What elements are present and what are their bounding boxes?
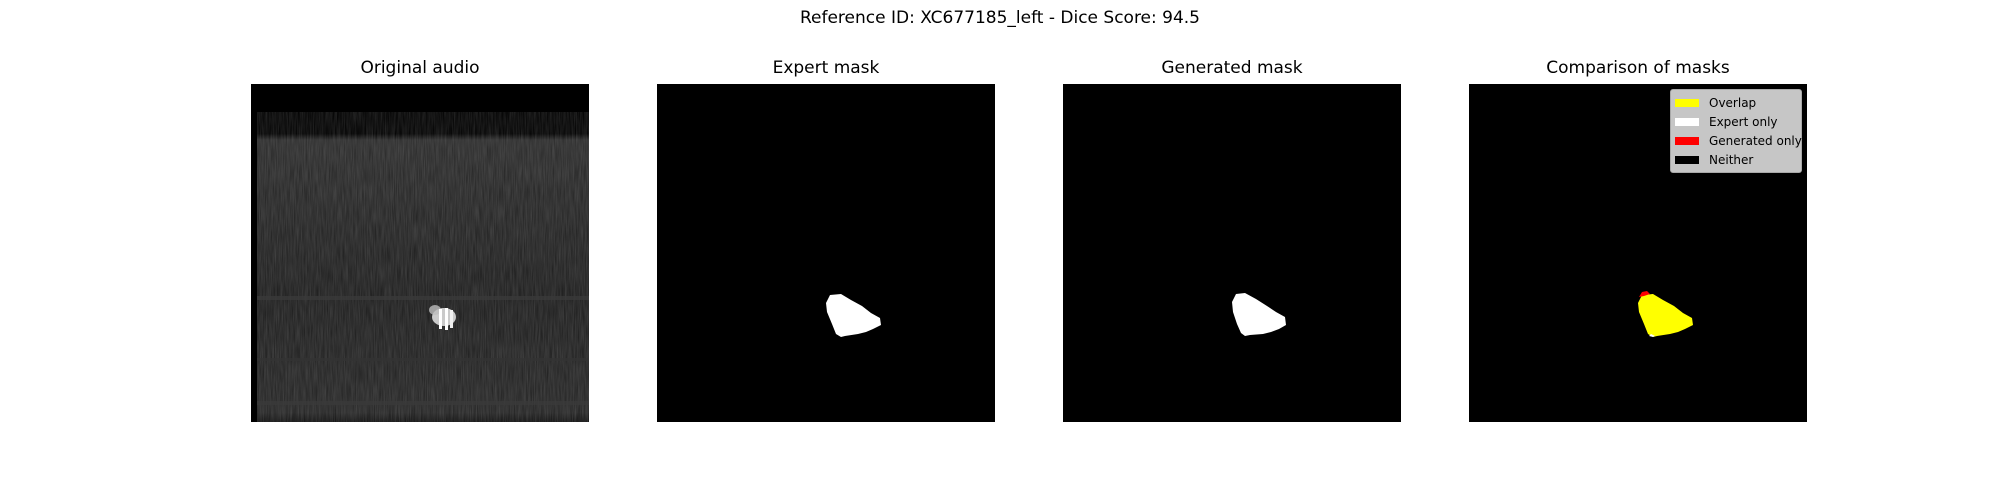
original-audio-title: Original audio <box>360 58 480 78</box>
legend-item-neither: Neither <box>1675 150 1797 169</box>
legend-swatch-overlap <box>1675 98 1699 107</box>
legend-label-neither: Neither <box>1709 152 1754 167</box>
comparison-generated-only-region <box>1639 291 1650 297</box>
generated-mask-title: Generated mask <box>1161 58 1303 78</box>
generated-mask-region <box>1232 293 1286 336</box>
legend-item-expert-only: Expert only <box>1675 112 1797 131</box>
comparison-expert-only-region <box>1649 334 1655 337</box>
original-audio-spectrogram <box>251 84 589 422</box>
legend-label-generated-only: Generated only <box>1709 133 1802 148</box>
comparison-title: Comparison of masks <box>1546 58 1730 78</box>
expert-mask-title: Expert mask <box>772 58 880 78</box>
comparison-legend: Overlap Expert only Generated only Neith… <box>1670 89 1802 173</box>
generated-mask-panel: Generated mask <box>1063 58 1401 422</box>
comparison-panel: Comparison of masks Overlap Expert only … <box>1469 58 1807 422</box>
legend-swatch-expert-only <box>1675 117 1699 126</box>
legend-swatch-neither <box>1675 155 1699 164</box>
legend-label-overlap: Overlap <box>1709 95 1757 110</box>
generated-mask-image <box>1063 84 1401 422</box>
legend-item-generated-only: Generated only <box>1675 131 1802 150</box>
figure-title: Reference ID: XC677185_left - Dice Score… <box>799 8 1200 28</box>
legend-swatch-generated-only <box>1675 136 1699 145</box>
expert-mask-region <box>826 294 881 337</box>
legend-label-expert-only: Expert only <box>1709 114 1778 129</box>
comparison-overlap-region <box>1638 294 1693 337</box>
original-audio-panel: Original audio <box>251 58 589 422</box>
expert-mask-panel: Expert mask <box>657 58 995 422</box>
expert-mask-image <box>657 84 995 422</box>
legend-item-overlap: Overlap <box>1675 93 1797 112</box>
